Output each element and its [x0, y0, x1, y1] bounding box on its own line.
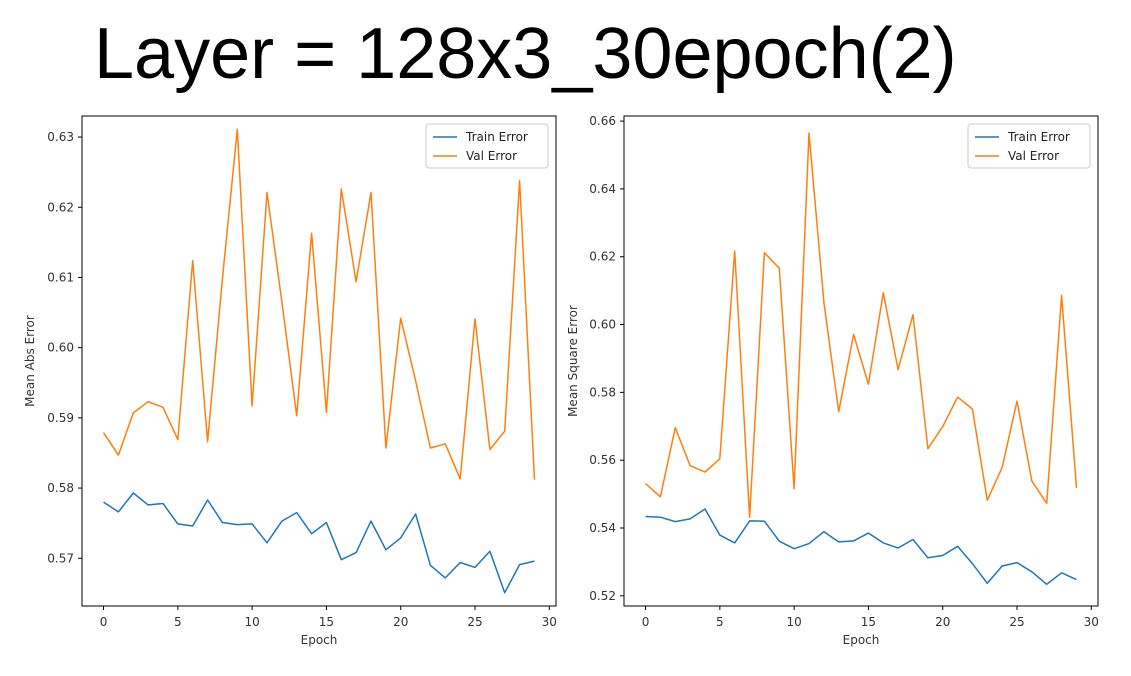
x-tick-label: 10 [244, 615, 259, 629]
y-tick-label: 0.62 [589, 250, 616, 264]
legend-box [967, 123, 1091, 169]
y-axis-label: Mean Abs Error [23, 315, 37, 407]
slide-title: Layer = 128x3_30epoch(2) [94, 14, 957, 94]
y-tick-label: 0.58 [589, 385, 616, 399]
y-tick-label: 0.60 [589, 318, 616, 332]
legend-label: Val Error [1008, 149, 1059, 163]
x-tick-label: 25 [467, 615, 482, 629]
x-tick-label: 10 [786, 615, 801, 629]
y-tick-label: 0.54 [589, 521, 616, 535]
x-tick-label: 30 [1084, 615, 1099, 629]
series-line-val-error [102, 128, 536, 480]
y-tick-label: 0.64 [589, 182, 616, 196]
legend-box [425, 123, 549, 169]
series-line-train-error [645, 508, 1077, 586]
series-line-train-error [103, 492, 535, 594]
legend-label: Val Error [466, 149, 517, 163]
x-tick-label: 0 [642, 615, 650, 629]
y-tick-label: 0.52 [589, 589, 616, 603]
y-tick-label: 0.60 [47, 341, 74, 355]
x-tick-label: 15 [319, 615, 334, 629]
plot-frame [81, 115, 557, 607]
plot-frame [623, 115, 1099, 607]
x-tick-label: 30 [542, 615, 557, 629]
y-tick-label: 0.58 [47, 481, 74, 495]
legend-label: Train Error [465, 130, 528, 144]
legend-label: Train Error [1007, 130, 1070, 144]
x-tick-label: 25 [1009, 615, 1024, 629]
y-tick-label: 0.59 [47, 411, 74, 425]
y-tick-label: 0.61 [47, 270, 74, 284]
x-axis-label: Epoch [301, 633, 338, 647]
x-tick-label: 0 [100, 615, 108, 629]
y-tick-label: 0.63 [47, 130, 74, 144]
series-line-val-error [645, 132, 1078, 518]
x-tick-label: 5 [716, 615, 724, 629]
x-axis-label: Epoch [843, 633, 880, 647]
y-tick-label: 0.62 [47, 200, 74, 214]
y-tick-label: 0.56 [589, 453, 616, 467]
y-axis-label: Mean Square Error [566, 305, 580, 417]
y-tick-label: 0.57 [47, 551, 74, 565]
x-tick-label: 15 [861, 615, 876, 629]
x-tick-label: 20 [393, 615, 408, 629]
y-tick-label: 0.66 [589, 114, 616, 128]
x-tick-label: 20 [935, 615, 950, 629]
x-tick-label: 5 [174, 615, 182, 629]
